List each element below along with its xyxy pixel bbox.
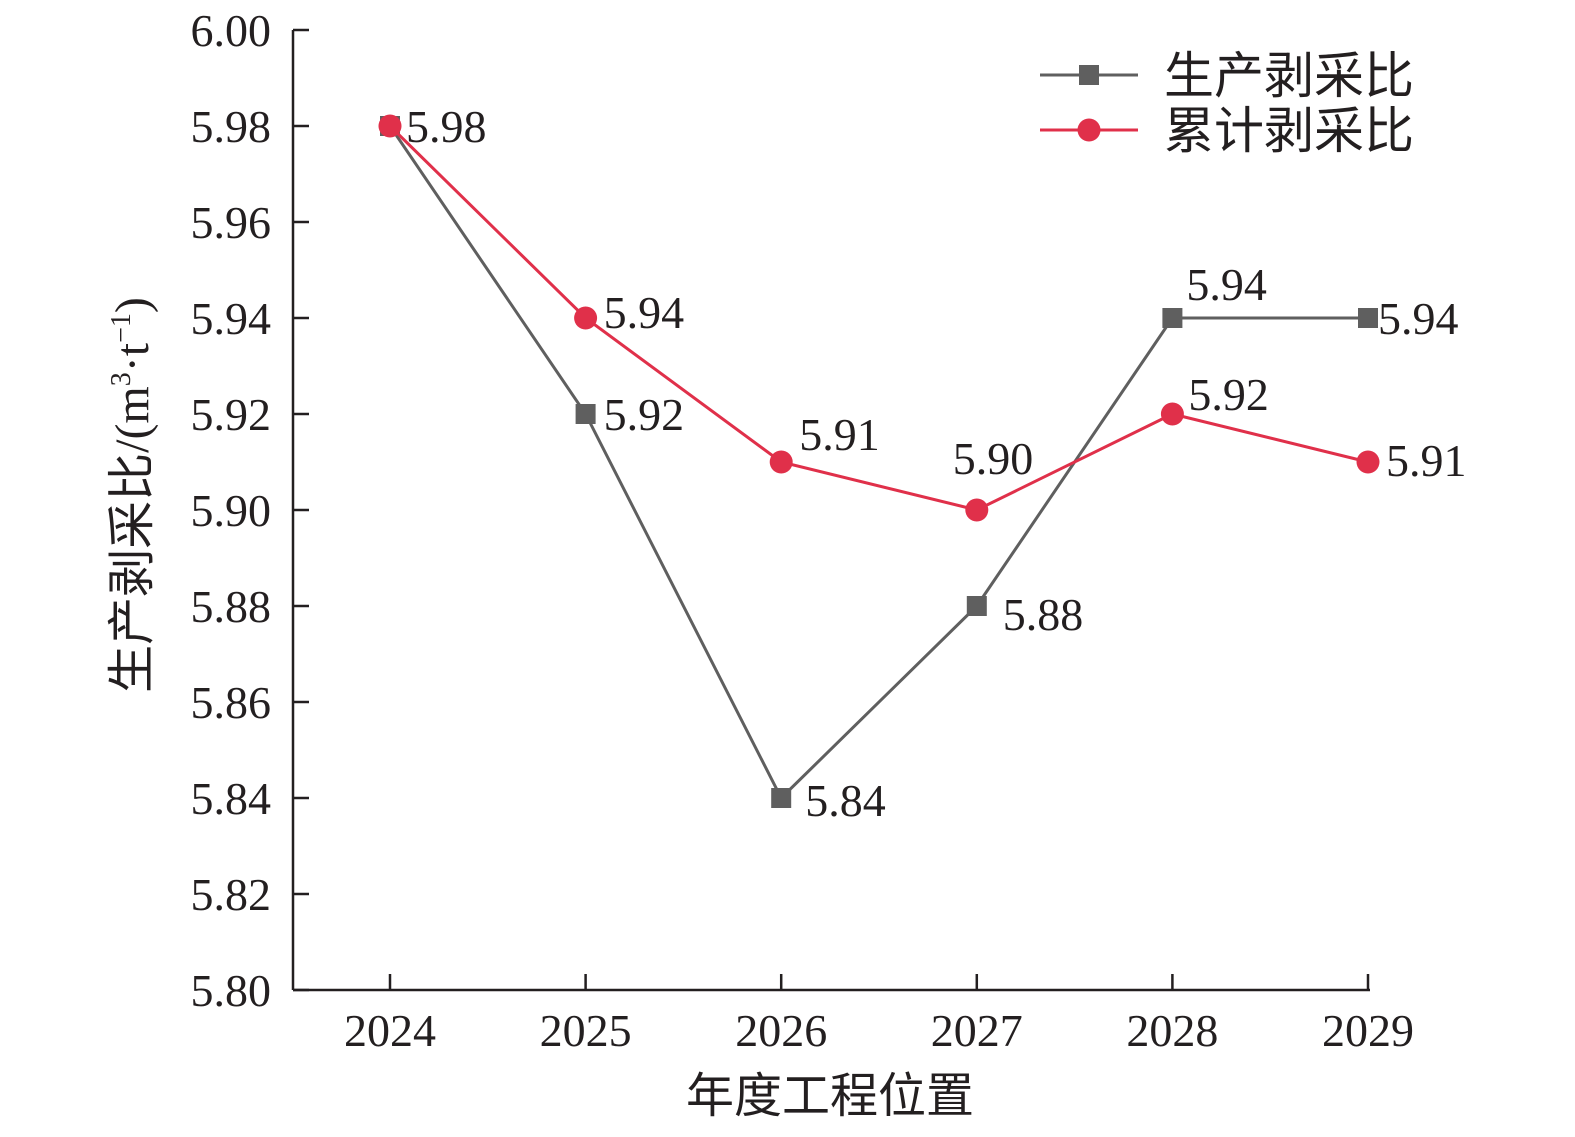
series-0-marker-5 bbox=[1358, 308, 1378, 328]
data-label-s0-2: 5.84 bbox=[805, 775, 886, 826]
x-axis-title: 年度工程位置 bbox=[686, 1070, 974, 1123]
data-label-s1-2: 5.91 bbox=[799, 409, 880, 460]
series-1-marker-3 bbox=[965, 498, 989, 522]
series-1-marker-2 bbox=[769, 450, 793, 474]
data-label-s1-4: 5.92 bbox=[1188, 369, 1269, 420]
x-tick-label-0: 2024 bbox=[344, 1005, 436, 1056]
series-line-1 bbox=[388, 124, 1369, 512]
series-1-marker-5 bbox=[1356, 450, 1380, 474]
data-label-s0-1: 5.92 bbox=[604, 389, 685, 440]
series-0-marker-2 bbox=[771, 788, 792, 808]
x-tick-label-5: 2029 bbox=[1322, 1005, 1414, 1056]
series-1-marker-1 bbox=[574, 306, 598, 330]
x-tick-label-2: 2026 bbox=[735, 1005, 827, 1056]
data-label-s0-4: 5.94 bbox=[1186, 259, 1267, 310]
y-tick-label-7: 5.94 bbox=[191, 293, 272, 344]
y-axis-title-main: 生产剥采比/(m bbox=[106, 386, 159, 693]
x-tick-label-3: 2027 bbox=[931, 1005, 1023, 1056]
data-label-s1-1: 5.94 bbox=[604, 287, 685, 338]
data-labels: 5.98 5.92 5.84 5.88 5.94 5.94 5.94 5.91 5.90 5.92… bbox=[406, 101, 1467, 826]
data-label-s1-3: 5.90 bbox=[953, 433, 1034, 484]
y-tick-label-0: 5.80 bbox=[191, 965, 272, 1016]
series-0-marker-4 bbox=[1162, 308, 1183, 328]
data-label-s1-5: 5.91 bbox=[1386, 435, 1467, 486]
y-tick-label-8: 5.96 bbox=[191, 197, 272, 248]
y-tick-label-6: 5.92 bbox=[191, 389, 272, 440]
y-tick-label-2: 5.84 bbox=[191, 773, 272, 824]
y-tick-label-9: 5.98 bbox=[191, 101, 272, 152]
x-ticks: 2024 2025 2026 2027 2028 2029 bbox=[344, 974, 1414, 1056]
y-axis-title-end: ) bbox=[106, 297, 159, 313]
y-axis-title-sup2: −1 bbox=[106, 313, 137, 343]
axes bbox=[291, 30, 1370, 992]
y-tick-label-5: 5.90 bbox=[191, 485, 272, 536]
series-layer bbox=[378, 114, 1380, 808]
data-label-s0-0: 5.98 bbox=[406, 101, 487, 152]
series-line-0 bbox=[388, 125, 1368, 801]
legend-label-cumulative: 累计剥采比 bbox=[1164, 103, 1414, 159]
y-tick-label-3: 5.86 bbox=[191, 677, 272, 728]
data-label-s0-5: 5.94 bbox=[1378, 293, 1459, 344]
y-ticks: 5.80 5.82 5.84 5.86 5.88 5.90 5.92 5.94 5.96 5.98… bbox=[191, 5, 309, 1016]
series-1-marker-4 bbox=[1160, 402, 1184, 426]
series-0-marker-3 bbox=[966, 596, 987, 616]
y-axis-title: 生产剥采比/(m3·t−1) bbox=[106, 297, 159, 693]
y-tick-label-1: 5.82 bbox=[191, 869, 272, 920]
legend-marker-production bbox=[1079, 65, 1099, 85]
y-tick-label-10: 6.00 bbox=[191, 5, 272, 56]
x-tick-label-1: 2025 bbox=[540, 1005, 632, 1056]
series-1-marker-0 bbox=[378, 114, 402, 138]
data-label-s0-3: 5.88 bbox=[1003, 589, 1084, 640]
x-tick-label-4: 2028 bbox=[1126, 1005, 1218, 1056]
y-tick-label-4: 5.88 bbox=[191, 581, 272, 632]
y-axis-title-mid: ·t bbox=[106, 342, 159, 372]
series-0-marker-1 bbox=[575, 404, 596, 424]
legend-marker-cumulative bbox=[1077, 118, 1101, 142]
legend-label-production: 生产剥采比 bbox=[1164, 48, 1414, 104]
y-axis-title-sup1: 3 bbox=[106, 372, 137, 386]
legend: 生产剥采比 累计剥采比 bbox=[1040, 48, 1414, 159]
